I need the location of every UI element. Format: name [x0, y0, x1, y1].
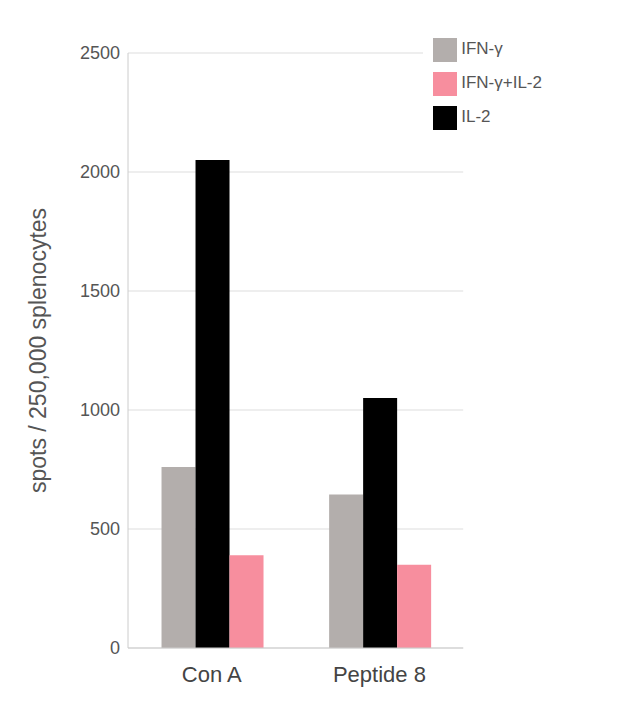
svg-text:Con A: Con A [182, 662, 242, 687]
svg-text:1000: 1000 [80, 400, 120, 420]
svg-text:1500: 1500 [80, 281, 120, 301]
html-text:IFN-γ+IL-2: IFN-γ+IL-2 [461, 73, 542, 92]
svg-text:2000: 2000 [80, 162, 120, 182]
svg-text:500: 500 [90, 519, 120, 539]
svg-text:0: 0 [110, 638, 120, 658]
svg-text:spots / 250,000 splenocytes: spots / 250,000 splenocytes [25, 208, 51, 493]
html-text:IL-2: IL-2 [461, 107, 491, 126]
svg-text:Peptide 8: Peptide 8 [333, 662, 426, 687]
svg-text:2500: 2500 [80, 43, 120, 63]
html-text:IFN-γ: IFN-γ [461, 39, 503, 58]
